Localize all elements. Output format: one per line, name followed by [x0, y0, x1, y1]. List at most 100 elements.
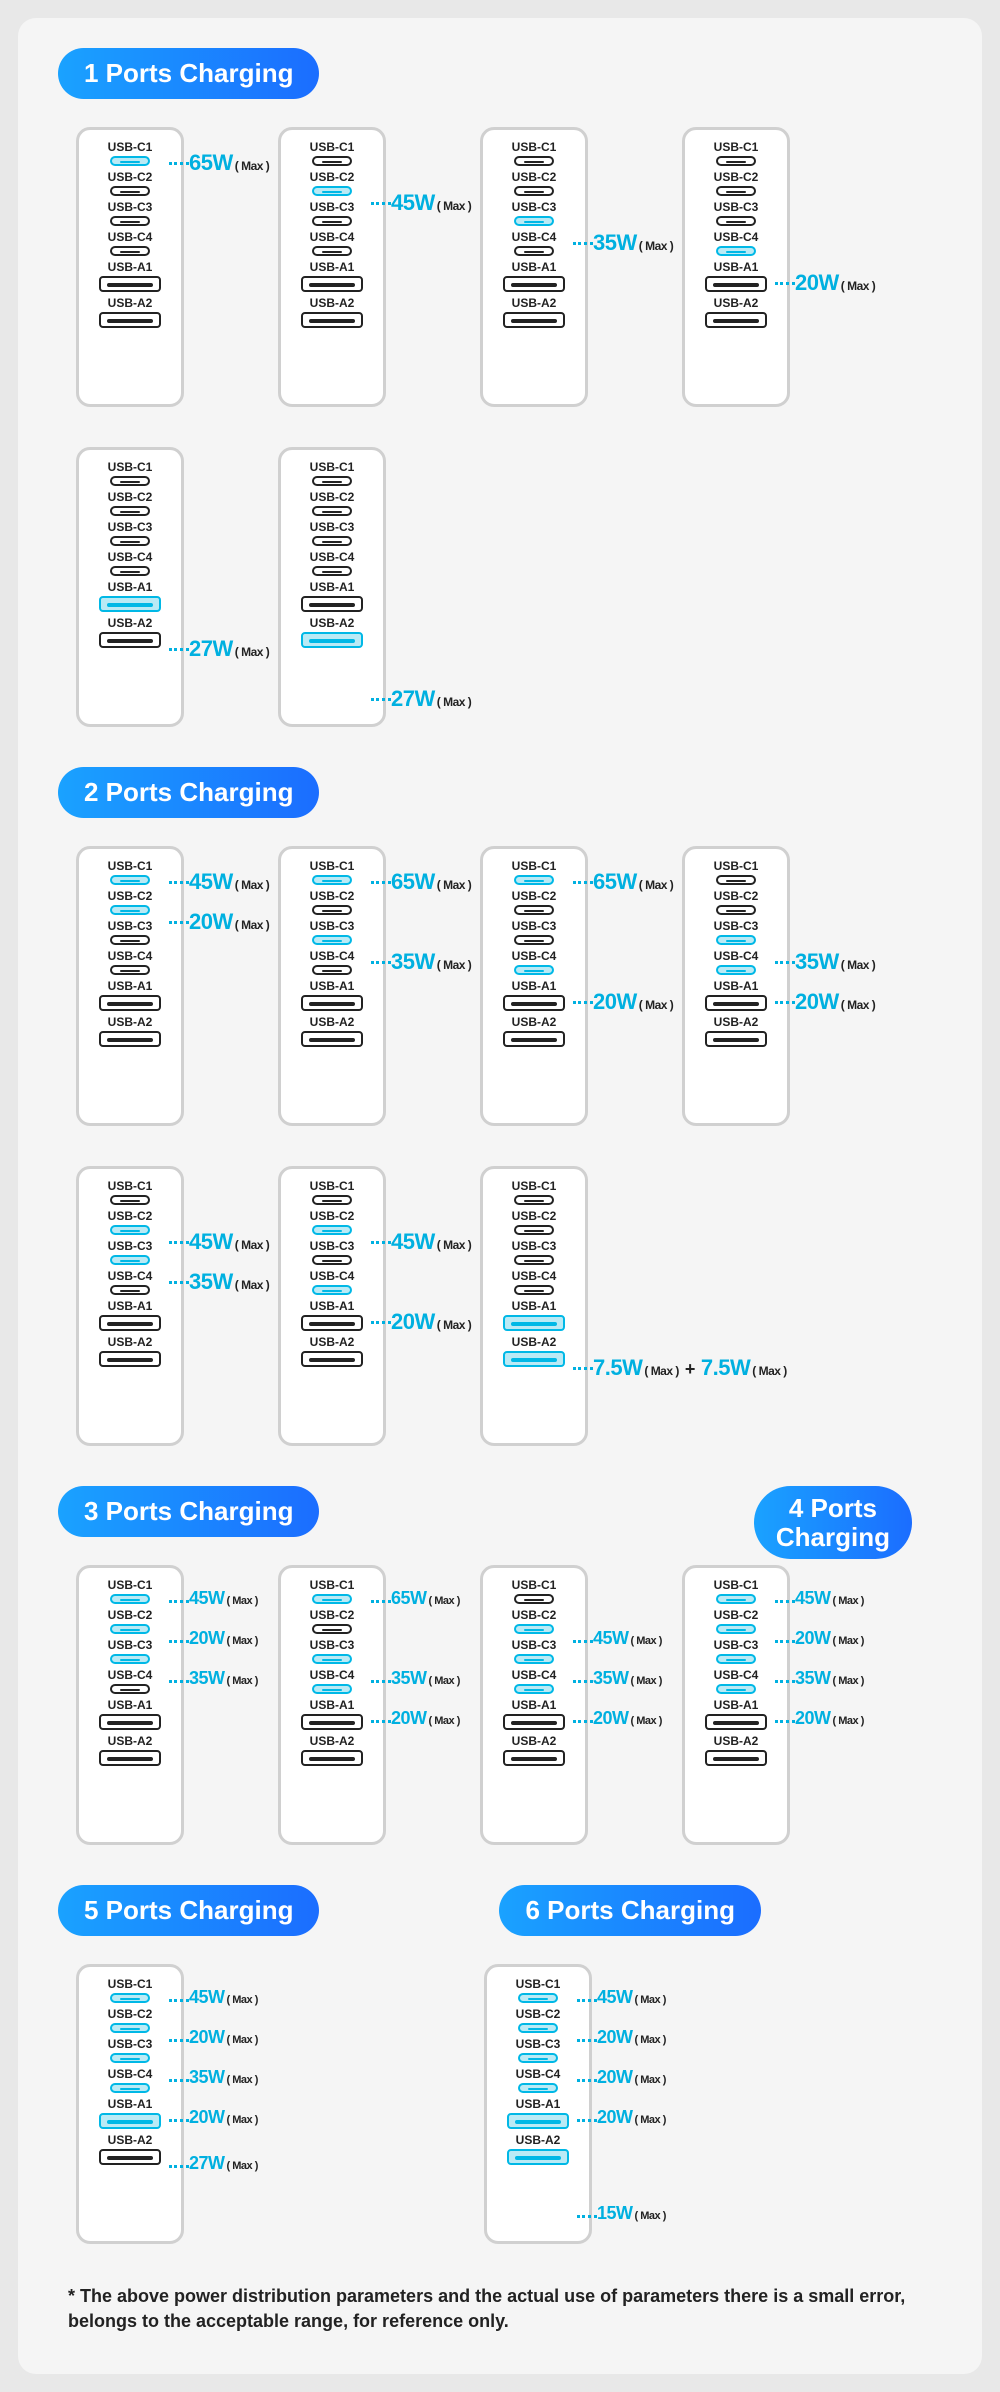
port-label: USB-C3 — [108, 1239, 153, 1253]
port-label: USB-C2 — [310, 490, 355, 504]
port-shape-active — [503, 1315, 565, 1331]
port-shape-active — [716, 246, 756, 256]
port: USB-C4 — [512, 949, 557, 975]
charger-grid: USB-C1USB-C2USB-C3USB-C4USB-A1USB-A265W(… — [76, 127, 942, 407]
port-shape — [99, 1351, 161, 1367]
port: USB-C2 — [108, 170, 153, 196]
port-shape — [503, 1714, 565, 1730]
port-label: USB-A1 — [310, 260, 355, 274]
port: USB-C2 — [516, 2007, 561, 2033]
port: USB-A2 — [99, 1335, 161, 1367]
callout-dots — [169, 648, 189, 651]
wattage-label: 45W( Max ) — [189, 1987, 258, 2008]
port: USB-C1 — [108, 460, 153, 486]
port-label: USB-C1 — [108, 859, 153, 873]
port-label: USB-C3 — [310, 520, 355, 534]
port-label: USB-C2 — [714, 170, 759, 184]
charger-block: USB-C1USB-C2USB-C3USB-C4USB-A1USB-A235W(… — [480, 127, 588, 407]
wattage-label: 35W( Max ) — [593, 1668, 662, 1689]
header-line1: 4 Ports — [789, 1493, 877, 1523]
port-label: USB-C3 — [516, 2037, 561, 2051]
port: USB-C2 — [512, 170, 557, 196]
port-shape-active — [312, 1285, 352, 1295]
port-label: USB-C3 — [512, 919, 557, 933]
port-label: USB-C1 — [310, 1179, 355, 1193]
port: USB-C1 — [516, 1977, 561, 2003]
port-label: USB-A2 — [714, 296, 759, 310]
port-shape-active — [312, 1225, 352, 1235]
port: USB-C4 — [310, 230, 355, 256]
port: USB-C2 — [714, 1608, 759, 1634]
port-shape-active — [514, 1684, 554, 1694]
port: USB-C3 — [516, 2037, 561, 2063]
wattage-label: 27W( Max ) — [189, 2153, 258, 2174]
port: USB-A1 — [301, 260, 363, 292]
port-label: USB-C2 — [512, 889, 557, 903]
port-label: USB-A1 — [714, 1698, 759, 1712]
port-shape — [312, 965, 352, 975]
port: USB-C3 — [108, 1239, 153, 1265]
port: USB-C2 — [310, 1209, 355, 1235]
port: USB-C4 — [714, 230, 759, 256]
wattage-label: 20W( Max ) — [795, 270, 875, 296]
callout-dots — [371, 881, 391, 884]
port-shape-active — [514, 216, 554, 226]
port-shape — [110, 1195, 150, 1205]
port-label: USB-C4 — [714, 230, 759, 244]
callout-dots — [169, 1241, 189, 1244]
port-shape-active — [312, 1684, 352, 1694]
port-label: USB-A2 — [310, 1015, 355, 1029]
port: USB-C4 — [108, 230, 153, 256]
port-shape — [301, 1351, 363, 1367]
port-shape — [514, 1594, 554, 1604]
port-label: USB-C3 — [512, 1239, 557, 1253]
charger-block: USB-C1USB-C2USB-C3USB-C4USB-A1USB-A245W(… — [682, 1565, 790, 1845]
port-shape — [110, 1684, 150, 1694]
wattage-label: 45W( Max ) — [391, 1229, 471, 1255]
port-shape-active — [110, 875, 150, 885]
port: USB-C4 — [108, 949, 153, 975]
callout-dots — [371, 1680, 391, 1683]
port: USB-C3 — [310, 1638, 355, 1664]
port-shape-active — [110, 1225, 150, 1235]
port-shape — [503, 312, 565, 328]
port-shape-active — [110, 2083, 150, 2093]
port-label: USB-C4 — [512, 1668, 557, 1682]
callout-dots — [573, 1680, 593, 1683]
wattage-label: 20W( Max ) — [597, 2067, 666, 2088]
port-label: USB-C4 — [108, 1668, 153, 1682]
port: USB-A1 — [503, 1698, 565, 1730]
port-shape — [716, 156, 756, 166]
port-label: USB-C1 — [714, 140, 759, 154]
port-label: USB-A2 — [108, 1335, 153, 1349]
header-line2: Charging — [776, 1522, 890, 1552]
port: USB-C3 — [108, 919, 153, 945]
port: USB-A1 — [99, 1698, 161, 1730]
port-shape — [99, 1315, 161, 1331]
callout-dots — [573, 881, 593, 884]
port-label: USB-A1 — [714, 979, 759, 993]
port-label: USB-C1 — [108, 460, 153, 474]
port-label: USB-A2 — [108, 616, 153, 630]
port-shape — [99, 276, 161, 292]
port: USB-C3 — [108, 520, 153, 546]
port: USB-A2 — [503, 296, 565, 328]
charger-block: USB-C1USB-C2USB-C3USB-C4USB-A1USB-A245W(… — [76, 1565, 184, 1845]
port: USB-C1 — [512, 1179, 557, 1205]
port-label: USB-C4 — [516, 2067, 561, 2081]
wattage-label: 45W( Max ) — [189, 869, 269, 895]
port-label: USB-A1 — [512, 979, 557, 993]
port: USB-A1 — [705, 1698, 767, 1730]
callout-dots — [371, 202, 391, 205]
port-label: USB-A1 — [714, 260, 759, 274]
wattage-label: 20W( Max ) — [391, 1309, 471, 1335]
port-shape — [110, 935, 150, 945]
wattage-label: 35W( Max ) — [795, 1668, 864, 1689]
port-label: USB-C3 — [714, 200, 759, 214]
port-shape — [705, 312, 767, 328]
port: USB-C2 — [714, 889, 759, 915]
wattage-label: 20W( Max ) — [391, 1708, 460, 1729]
port-shape — [110, 186, 150, 196]
port: USB-C2 — [310, 170, 355, 196]
port-shape — [705, 1714, 767, 1730]
